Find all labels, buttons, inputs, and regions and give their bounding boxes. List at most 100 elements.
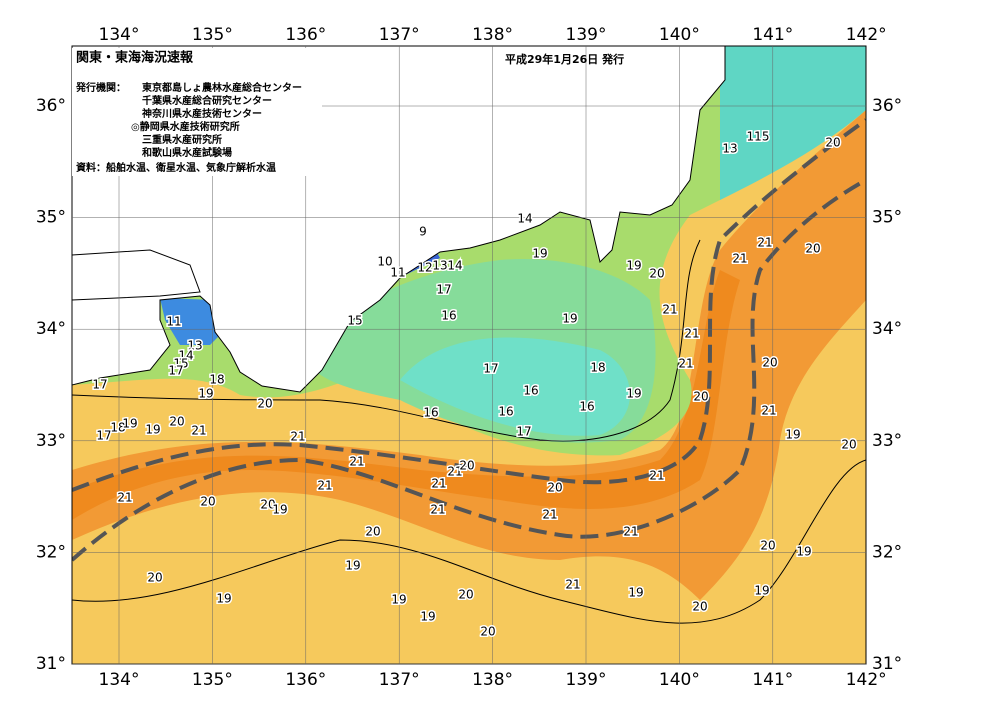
contour-label: 12	[417, 261, 432, 275]
contour-line	[72, 459, 866, 624]
contour-label: 21	[317, 479, 332, 493]
contour-label: 20	[257, 397, 272, 411]
contour-label: 21	[290, 430, 305, 444]
contour-label: 21	[684, 327, 699, 341]
warm-core	[72, 270, 740, 520]
lat-label-left: 34°	[36, 319, 66, 339]
northeast-water	[720, 46, 866, 200]
contour-label: 13	[722, 142, 737, 156]
contour-label: 18	[209, 373, 224, 387]
osaka-bay	[160, 298, 225, 345]
contour-label: 20	[760, 539, 775, 553]
contour-label: 21	[542, 508, 557, 522]
lat-label-left: 36°	[36, 96, 66, 116]
contour-label: 19	[420, 610, 435, 624]
issuer: 東京都島しょ農林水産総合センター	[142, 81, 302, 94]
graticule: 134° 134° 135° 135° 136° 136° 137° 137° 138° 138°…	[36, 25, 902, 690]
contour-label: 19	[145, 423, 160, 437]
contour-label: 20	[649, 267, 664, 281]
contour-label: 17	[516, 425, 531, 439]
contour-label: 21	[662, 303, 677, 317]
lon-label-top: 140°	[659, 25, 700, 45]
lat-label-right: 34°	[872, 319, 902, 339]
current-axis	[72, 118, 866, 492]
contour-label: 19	[796, 545, 811, 559]
contour-label: 19	[216, 592, 231, 606]
issuers: 東京都島しょ農林水産総合センター千葉県水産総合研究センター神奈川県水産技術センタ…	[131, 81, 302, 159]
contour-label: 13	[187, 339, 202, 353]
contour-label: 16	[498, 405, 513, 419]
lon-label-bottom: 139°	[566, 670, 607, 690]
title: 関東・東海海況速報	[76, 50, 194, 66]
lon-label-top: 141°	[752, 25, 793, 45]
contour-label: 17	[483, 362, 498, 376]
lon-label-top: 135°	[192, 25, 233, 45]
contour-label: 21	[757, 236, 772, 250]
contour-label: 19	[626, 259, 641, 273]
lon-label-top: 137°	[379, 25, 420, 45]
contour-label: 21	[191, 424, 206, 438]
contour-label: 21	[430, 503, 445, 517]
contour-label: 20	[147, 571, 162, 585]
lat-label-right: 35°	[872, 208, 902, 228]
lat-label-left: 31°	[36, 654, 66, 674]
contour-label: 21	[117, 491, 132, 505]
issue-date: 平成29年1月26日 発行	[505, 52, 624, 66]
lon-label-top: 134°	[99, 25, 140, 45]
contour-label: 20	[841, 438, 856, 452]
lon-label-bottom: 134°	[99, 670, 140, 690]
contour-label: 21	[349, 455, 364, 469]
contour-label: 21	[623, 525, 638, 539]
contour-label: 20	[458, 588, 473, 602]
contour-label: 13	[432, 259, 447, 273]
lon-label-bottom: 142°	[846, 670, 887, 690]
lat-label-right: 31°	[872, 654, 902, 674]
contour-label: 19	[532, 247, 547, 261]
contour-label: 19	[198, 387, 213, 401]
contour-label: 21	[678, 357, 693, 371]
contour-label: 9	[419, 225, 427, 239]
contour-label: 21	[649, 469, 664, 483]
contour-label: 21	[447, 465, 462, 479]
contour-label: 19	[754, 584, 769, 598]
lon-label-bottom: 138°	[472, 670, 513, 690]
contour-label: 17	[92, 378, 107, 392]
contour-label: 19	[122, 417, 137, 431]
contour-label: 21	[761, 404, 776, 418]
cool-water	[400, 337, 630, 436]
contour-label: 15	[347, 314, 362, 328]
lon-label-bottom: 136°	[285, 670, 326, 690]
lon-label-bottom: 137°	[379, 670, 420, 690]
contour-label: 18	[110, 421, 125, 435]
contour-label: 16	[441, 309, 456, 323]
contour-label: 20	[825, 136, 840, 150]
lon-label-top: 142°	[846, 25, 887, 45]
contour-label: 15	[173, 357, 188, 371]
contour-label: 16	[423, 406, 438, 420]
contour-label: 19	[628, 586, 643, 600]
contour-label: 115	[747, 130, 770, 144]
header-box	[72, 48, 322, 176]
lon-label-bottom: 135°	[192, 670, 233, 690]
contour-label: 19	[345, 559, 360, 573]
contour-label: 20	[547, 481, 562, 495]
lon-label-bottom: 140°	[659, 670, 700, 690]
contour-label: 11	[166, 315, 181, 329]
contour-label: 20	[459, 459, 474, 473]
lon-label-top: 136°	[285, 25, 326, 45]
source: 資料：船舶水温、衛星水温、気象庁解析水温	[76, 161, 276, 174]
contour-label: 21	[431, 477, 446, 491]
lat-label-right: 33°	[872, 431, 902, 451]
lon-label-top: 139°	[566, 25, 607, 45]
contour-label: 20	[805, 242, 820, 256]
contour-label: 19	[626, 387, 641, 401]
lat-label-left: 33°	[36, 431, 66, 451]
lat-label-right: 32°	[872, 542, 902, 562]
contour-label: 20	[480, 625, 495, 639]
contour-label: 19	[391, 593, 406, 607]
lat-label-right: 36°	[872, 96, 902, 116]
lon-label-bottom: 141°	[752, 670, 793, 690]
contour-label: 14	[517, 212, 532, 226]
